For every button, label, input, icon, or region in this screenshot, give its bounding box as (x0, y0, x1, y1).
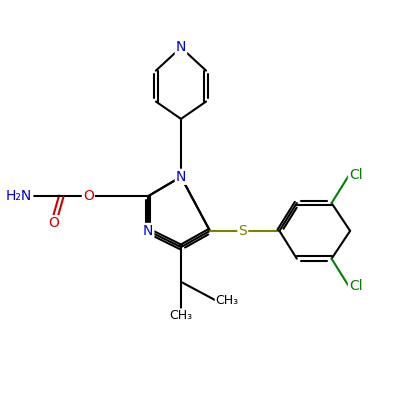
Text: Cl: Cl (349, 168, 362, 182)
Text: S: S (238, 224, 247, 238)
Text: N: N (143, 224, 153, 238)
Text: H₂N: H₂N (6, 189, 32, 203)
Text: O: O (48, 216, 59, 230)
Text: N: N (176, 170, 186, 184)
Text: N: N (176, 40, 186, 54)
Text: CH₃: CH₃ (216, 294, 239, 307)
Text: CH₃: CH₃ (170, 309, 192, 322)
Text: O: O (83, 189, 94, 203)
Text: Cl: Cl (349, 280, 362, 294)
